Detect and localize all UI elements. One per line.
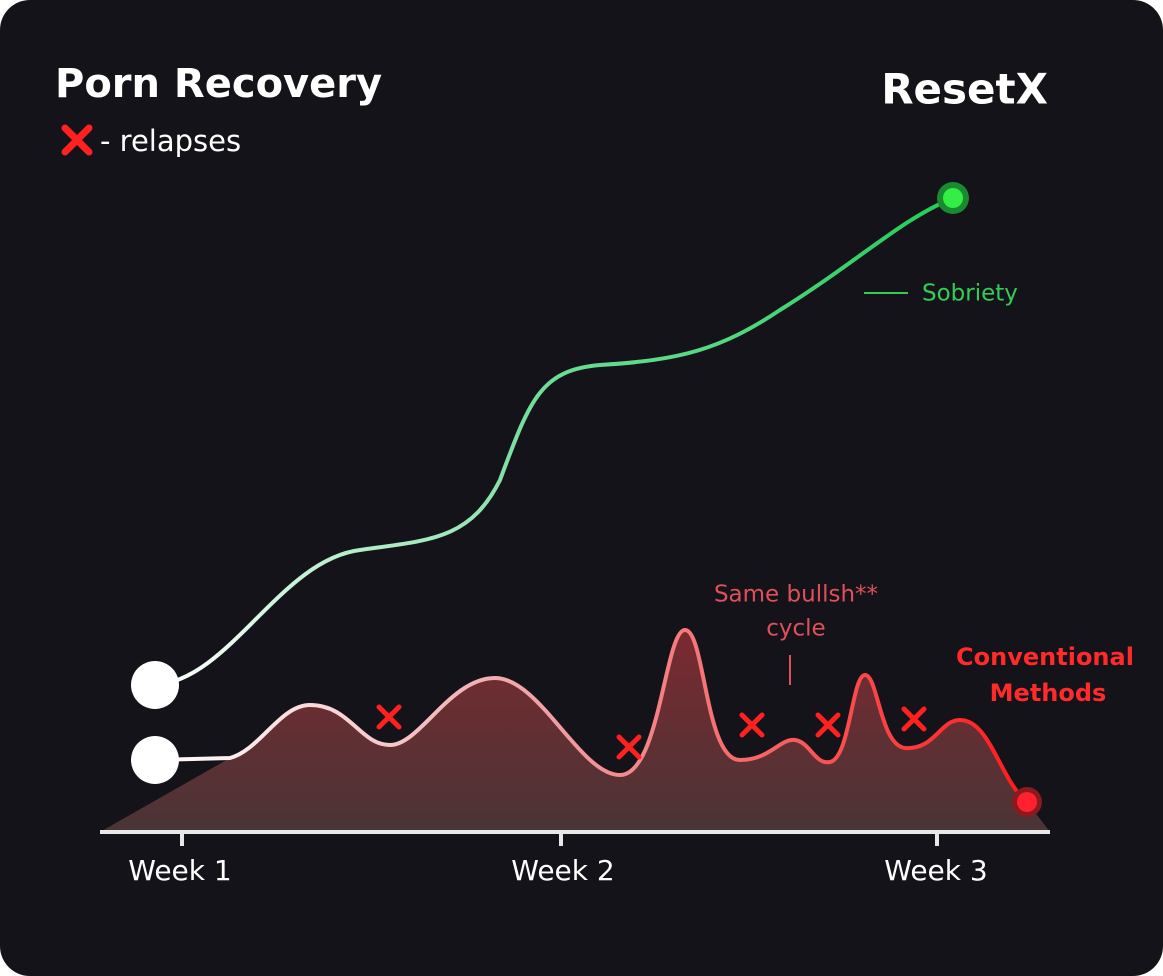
sobriety-label: Sobriety bbox=[922, 281, 1018, 307]
sobriety-line bbox=[154, 196, 954, 687]
annotation: Same bullsh** bbox=[714, 582, 878, 608]
x-tick-label: Week 3 bbox=[884, 854, 987, 887]
title: Porn Recovery bbox=[55, 61, 382, 107]
relapse-legend-icon bbox=[61, 124, 93, 156]
legend-text: - relapses bbox=[100, 124, 241, 158]
end-dot bbox=[943, 188, 963, 208]
start-dot bbox=[131, 661, 179, 709]
x-tick-label: Week 1 bbox=[128, 854, 231, 887]
conventional-area bbox=[100, 630, 1050, 832]
conventional-label: Conventional bbox=[956, 643, 1134, 671]
brand: ResetX bbox=[881, 65, 1048, 114]
end-dot bbox=[1017, 792, 1037, 812]
annotation: cycle bbox=[766, 616, 825, 642]
start-dot bbox=[131, 736, 179, 784]
relapse-marks bbox=[376, 704, 927, 760]
conventional-line bbox=[154, 627, 1029, 804]
x-tick-label: Week 2 bbox=[511, 854, 614, 887]
conventional-label: Methods bbox=[990, 679, 1107, 707]
